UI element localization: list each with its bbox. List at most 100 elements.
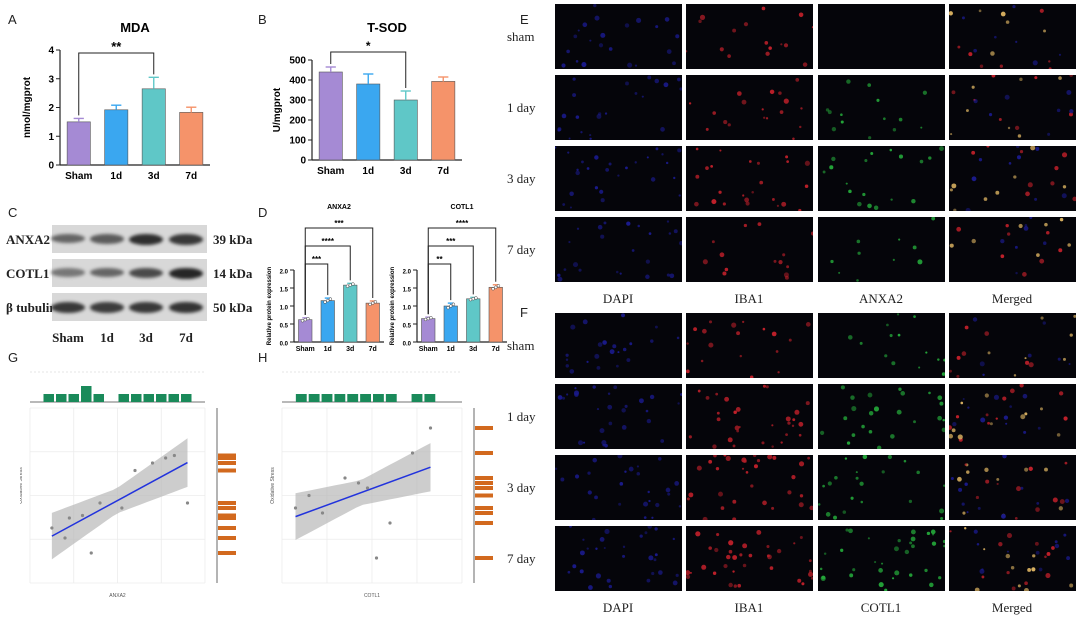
cell — [572, 262, 579, 268]
cell — [961, 502, 965, 506]
cell — [608, 47, 613, 51]
cell — [723, 564, 728, 569]
cell — [597, 342, 603, 347]
cell — [929, 582, 934, 588]
cell — [974, 587, 980, 591]
cell — [883, 117, 886, 121]
cell — [647, 490, 650, 494]
y-tick-label: 0.0 — [403, 342, 412, 348]
micrograph-column-label: IBA1 — [734, 291, 764, 306]
micrograph-cells — [686, 320, 811, 378]
cell — [739, 553, 743, 557]
cell — [922, 90, 928, 95]
cell — [768, 46, 772, 50]
blot-band — [129, 234, 163, 246]
cell — [577, 29, 580, 32]
cell — [674, 481, 680, 486]
cell — [925, 351, 928, 354]
cell — [1027, 182, 1033, 188]
cell — [846, 441, 851, 445]
cell — [943, 358, 945, 362]
cell — [718, 190, 722, 194]
cell — [785, 155, 789, 159]
cell — [894, 570, 900, 576]
cell — [574, 474, 580, 479]
cell — [975, 495, 980, 500]
cell — [617, 174, 620, 177]
micrograph-merged — [949, 526, 1076, 591]
cell — [917, 259, 923, 265]
cell — [648, 499, 651, 503]
cell — [792, 137, 795, 140]
cell — [1069, 333, 1073, 337]
category-label: 7d — [437, 166, 449, 177]
category-label: 1d — [362, 166, 374, 177]
y-tick-label: 1.0 — [403, 306, 412, 312]
significance-bracket — [78, 52, 155, 116]
cell — [785, 416, 791, 422]
side-histogram-bar — [475, 511, 493, 515]
micrograph-cells — [949, 384, 1068, 442]
cell — [911, 544, 915, 549]
cell — [840, 548, 844, 552]
cell — [557, 127, 562, 132]
cell — [660, 127, 665, 132]
scatter-point — [164, 456, 168, 460]
cell — [804, 160, 810, 166]
cell — [780, 43, 783, 46]
cell — [562, 203, 566, 206]
side-histogram-bar — [218, 551, 236, 555]
cell — [648, 555, 654, 561]
cell — [868, 429, 873, 434]
cell — [798, 461, 805, 467]
cell — [686, 50, 688, 53]
cell — [627, 62, 633, 68]
cell — [598, 43, 604, 48]
cell — [626, 221, 631, 226]
cell — [723, 120, 728, 125]
cell — [724, 267, 729, 272]
cell — [900, 391, 906, 396]
cell — [916, 470, 920, 475]
cell — [960, 401, 964, 405]
bar — [318, 71, 343, 161]
cell — [643, 501, 649, 507]
cell — [767, 455, 773, 460]
side-histogram-bar — [218, 516, 236, 520]
cell — [868, 411, 874, 416]
micrograph-merged — [949, 384, 1076, 449]
cell — [1005, 223, 1009, 228]
cell — [820, 430, 825, 436]
cell — [645, 274, 650, 280]
scatter-point — [67, 516, 71, 520]
cell — [745, 471, 749, 474]
cell — [629, 342, 633, 346]
cell — [636, 471, 641, 476]
cell — [1043, 29, 1046, 33]
cell — [634, 64, 638, 67]
cell — [749, 375, 754, 378]
micrograph-dapi — [555, 4, 682, 69]
panel-letter-a: A — [8, 12, 17, 27]
y-tick-label: 0.5 — [403, 324, 412, 330]
anxa2-correlation-plot: ANXA2 Oxidative Stress — [20, 371, 236, 598]
y-tick-label: 2 — [48, 103, 54, 114]
cell — [1024, 357, 1027, 360]
cell — [645, 259, 650, 264]
cell — [665, 487, 671, 493]
cell — [609, 349, 615, 355]
micrograph-column-label: DAPI — [602, 291, 634, 306]
cell — [669, 273, 675, 279]
cell — [736, 331, 741, 336]
cell — [608, 421, 613, 426]
cell — [1038, 567, 1043, 572]
cell — [748, 160, 752, 163]
histogram-bar — [168, 394, 179, 402]
scatter-point — [150, 461, 155, 465]
cell — [844, 457, 848, 460]
cell — [575, 170, 580, 176]
significance-label: *** — [334, 219, 344, 228]
cell — [1059, 499, 1065, 504]
cell — [743, 459, 747, 464]
blot-band — [169, 268, 203, 280]
